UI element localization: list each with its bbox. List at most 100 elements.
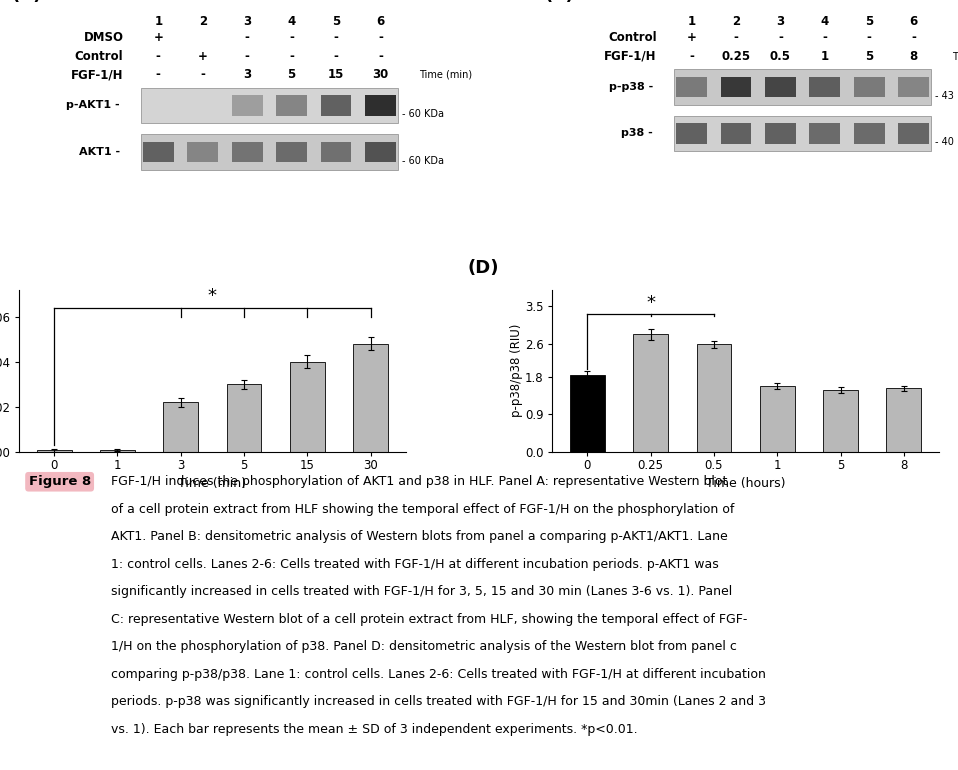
Text: -: - (156, 49, 161, 62)
Text: 0.25: 0.25 (721, 49, 750, 62)
Text: - 43 KDa: - 43 KDa (935, 91, 958, 101)
Text: (D): (D) (468, 259, 499, 276)
Bar (100, 450, 135, 451)
Bar (765, 76, 796, 97)
Text: 5: 5 (331, 15, 340, 28)
Text: -: - (822, 31, 828, 44)
Bar (696, 344, 731, 451)
Text: -: - (911, 31, 916, 44)
Text: 6: 6 (376, 15, 384, 28)
Bar (899, 76, 929, 97)
Text: - 40 KDa: - 40 KDa (935, 137, 958, 147)
X-axis label: Time (hours): Time (hours) (706, 477, 786, 490)
Bar (163, 402, 198, 451)
Bar (674, 69, 931, 105)
Bar (290, 362, 325, 451)
Text: FGF-1/H: FGF-1/H (71, 69, 124, 82)
Text: -: - (734, 31, 739, 44)
Bar (276, 142, 307, 162)
Text: 3: 3 (776, 15, 785, 28)
Text: FGF-1/H induces the phosphorylation of AKT1 and p38 in HLF. Panel A: representat: FGF-1/H induces the phosphorylation of A… (111, 475, 727, 488)
Text: 30: 30 (373, 69, 389, 82)
Bar (321, 95, 352, 116)
Text: p38 -: p38 - (621, 129, 653, 139)
X-axis label: Time (min): Time (min) (178, 477, 246, 490)
Text: AKT1. Panel B: densitometric analysis of Western blots from panel a comparing p-: AKT1. Panel B: densitometric analysis of… (111, 531, 728, 544)
Bar (720, 123, 751, 144)
Text: +: + (687, 31, 696, 44)
Text: -: - (333, 49, 338, 62)
Text: FGF-1/H: FGF-1/H (604, 49, 657, 62)
Text: 3: 3 (243, 15, 251, 28)
Text: AKT1 -: AKT1 - (79, 147, 120, 157)
Bar (854, 76, 884, 97)
Bar (141, 134, 398, 169)
Bar (232, 95, 262, 116)
Bar (36, 450, 72, 451)
Text: 2: 2 (198, 15, 207, 28)
Text: -: - (156, 69, 161, 82)
Bar (232, 142, 262, 162)
Bar (141, 88, 398, 123)
Text: Control: Control (608, 31, 657, 44)
Text: 8: 8 (909, 49, 918, 62)
Text: -: - (689, 49, 694, 62)
Text: Control: Control (75, 49, 124, 62)
Bar (188, 142, 218, 162)
Bar (276, 95, 307, 116)
Bar (674, 116, 931, 151)
Text: -: - (244, 49, 250, 62)
Text: 6: 6 (909, 15, 918, 28)
Text: p-p38 -: p-p38 - (608, 82, 653, 92)
Text: 1/H on the phosphorylation of p38. Panel D: densitometric analysis of the Wester: 1/H on the phosphorylation of p38. Panel… (111, 641, 737, 654)
Text: Time (min): Time (min) (419, 70, 472, 80)
Text: 5: 5 (865, 15, 874, 28)
Text: 2: 2 (732, 15, 740, 28)
Text: Time  (hours): Time (hours) (952, 51, 958, 61)
Text: 1: 1 (154, 15, 162, 28)
Text: 4: 4 (821, 15, 829, 28)
Bar (365, 142, 396, 162)
Text: -: - (778, 31, 783, 44)
Text: -: - (378, 49, 383, 62)
Text: (C): (C) (545, 0, 575, 4)
Text: vs. 1). Each bar represents the mean ± SD of 3 independent experiments. *p<0.01.: vs. 1). Each bar represents the mean ± S… (111, 723, 638, 736)
Text: - 60 KDa: - 60 KDa (401, 109, 444, 119)
Text: p-AKT1 -: p-AKT1 - (66, 100, 120, 110)
Text: -: - (867, 31, 872, 44)
Bar (899, 123, 929, 144)
Bar (365, 95, 396, 116)
Bar (810, 76, 840, 97)
Text: C: representative Western blot of a cell protein extract from HLF, showing the t: C: representative Western blot of a cell… (111, 613, 747, 626)
Bar (760, 386, 795, 451)
Bar (354, 343, 388, 451)
Bar (676, 123, 707, 144)
Bar (227, 384, 262, 451)
Text: +: + (153, 31, 163, 44)
Text: 1: control cells. Lanes 2-6: Cells treated with FGF-1/H at different incubation : 1: control cells. Lanes 2-6: Cells treat… (111, 557, 718, 571)
Bar (720, 76, 751, 97)
Text: +: + (197, 49, 208, 62)
Text: 5: 5 (287, 69, 296, 82)
Text: - 60 KDa: - 60 KDa (401, 156, 444, 166)
Text: *: * (647, 294, 655, 312)
Bar (633, 334, 668, 451)
Text: 0.5: 0.5 (770, 49, 791, 62)
Text: -: - (333, 31, 338, 44)
Text: -: - (289, 49, 294, 62)
Text: DMSO: DMSO (83, 31, 124, 44)
Text: comparing p-p38/p38. Lane 1: control cells. Lanes 2-6: Cells treated with FGF-1/: comparing p-p38/p38. Lane 1: control cel… (111, 668, 766, 681)
Bar (810, 123, 840, 144)
Text: 4: 4 (287, 15, 296, 28)
Text: *: * (208, 287, 217, 306)
Bar (886, 389, 922, 451)
Text: 3: 3 (243, 69, 251, 82)
Bar (823, 390, 858, 451)
Bar (143, 142, 173, 162)
Text: significantly increased in cells treated with FGF-1/H for 3, 5, 15 and 30 min (L: significantly increased in cells treated… (111, 585, 732, 598)
Text: 15: 15 (328, 69, 344, 82)
Text: Figure 8: Figure 8 (29, 475, 91, 488)
Text: (A): (A) (11, 0, 42, 4)
Text: of a cell protein extract from HLF showing the temporal effect of FGF-1/H on the: of a cell protein extract from HLF showi… (111, 503, 735, 516)
Y-axis label: p-p38/p38 (RIU): p-p38/p38 (RIU) (511, 324, 523, 417)
